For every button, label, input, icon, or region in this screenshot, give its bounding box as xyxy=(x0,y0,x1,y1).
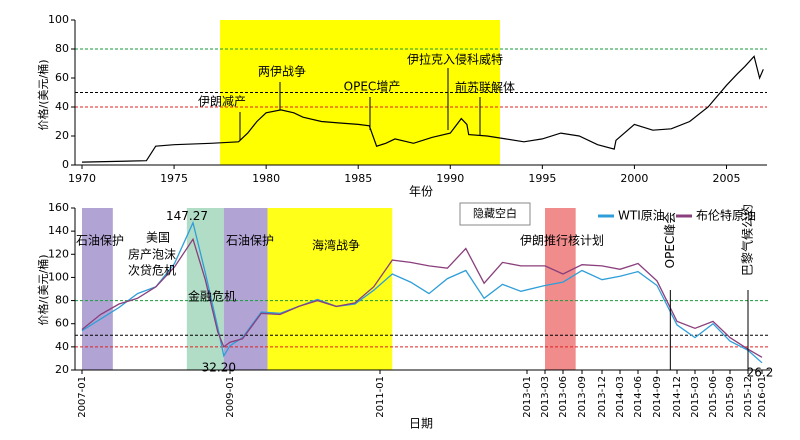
event-band xyxy=(82,208,113,370)
data-label: 147.27 xyxy=(166,209,208,223)
band-label: 海湾战争 xyxy=(312,238,360,253)
annotation: 伊拉克入侵科威特 xyxy=(407,52,503,67)
x-tick-label: 1985 xyxy=(344,172,372,185)
y-tick-label: 20 xyxy=(55,129,69,142)
annotation: 伊朗减产 xyxy=(198,95,246,109)
y-tick-label: 100 xyxy=(48,13,69,26)
legend-label: 布伦特原油 xyxy=(696,208,756,223)
event-label: OPEC峰会 xyxy=(663,212,677,269)
x-tick-label: 2014-03 xyxy=(615,376,626,418)
x-tick-label: 1980 xyxy=(252,172,280,185)
x-tick-label: 2014-09 xyxy=(652,376,663,418)
annotation: OPEC增产 xyxy=(344,80,401,94)
annotation: 两伊战争 xyxy=(258,65,306,79)
event-band xyxy=(223,208,268,370)
x-tick-label: 2011-01 xyxy=(375,376,386,418)
y-tick-label: 60 xyxy=(55,71,69,84)
x-tick-label: 2013-12 xyxy=(597,376,608,418)
x-tick-label: 2015-12 xyxy=(743,376,754,418)
x-axis-title: 年份 xyxy=(409,185,433,199)
y-tick-label: 40 xyxy=(55,100,69,113)
y-tick-label: 0 xyxy=(62,158,69,171)
band-label: 石油保护 xyxy=(76,234,124,248)
y-tick-label: 120 xyxy=(48,247,69,260)
y-tick-label: 40 xyxy=(55,340,69,353)
x-tick-label: 1970 xyxy=(68,172,96,185)
price-line xyxy=(81,237,763,358)
x-tick-label: 2013-06 xyxy=(558,376,569,418)
y-tick-label: 80 xyxy=(55,42,69,55)
x-axis-title: 日期 xyxy=(409,417,433,431)
data-label: 32.20 xyxy=(202,360,236,374)
x-tick-label: 2007-01 xyxy=(77,376,88,418)
band-label: 石油保护 xyxy=(226,234,274,248)
price-line xyxy=(81,55,764,163)
y-tick-label: 140 xyxy=(48,224,69,237)
x-tick-label: 2014-12 xyxy=(672,376,683,418)
event-band xyxy=(267,208,393,370)
x-tick-label: 2015-03 xyxy=(690,376,701,418)
annotation: 美国 xyxy=(146,231,170,245)
y-axis-title: 价格/(美元/桶) xyxy=(36,255,50,326)
x-tick-label: 1995 xyxy=(528,172,556,185)
x-tick-label: 2014-06 xyxy=(633,376,644,418)
data-label: 26.2 xyxy=(747,365,774,379)
band-label: 伊朗推行核计划 xyxy=(520,234,604,248)
y-tick-label: 100 xyxy=(48,270,69,283)
x-tick-label: 1990 xyxy=(436,172,464,185)
event-band xyxy=(545,208,576,370)
x-tick-label: 2000 xyxy=(620,172,648,185)
price-line xyxy=(81,220,763,364)
x-tick-label: 2015-09 xyxy=(725,376,736,418)
hide-blank-button[interactable] xyxy=(459,202,531,226)
x-tick-label: 2013-01 xyxy=(522,376,533,418)
event-label: 巴黎气候公约 xyxy=(740,204,755,276)
x-tick-label: 2005 xyxy=(712,172,740,185)
y-axis-title: 价格/(美元/桶) xyxy=(36,60,50,131)
x-tick-label: 2009-01 xyxy=(225,376,236,418)
x-tick-label: 2016-01 xyxy=(757,376,768,418)
hide-blank-label[interactable]: 隐藏空白 xyxy=(473,206,517,220)
x-tick-label: 2015-06 xyxy=(708,376,719,418)
x-tick-label: 1975 xyxy=(160,172,188,185)
event-band xyxy=(186,208,224,370)
y-tick-label: 160 xyxy=(48,201,69,214)
annotation: 次贷危机 xyxy=(128,264,176,278)
annotation: 前苏联解体 xyxy=(455,80,515,95)
annotation: 房产泡沫 xyxy=(128,247,176,262)
x-tick-label: 2013-03 xyxy=(540,376,551,418)
y-tick-label: 80 xyxy=(55,294,69,307)
y-tick-label: 60 xyxy=(55,317,69,330)
y-tick-label: 20 xyxy=(55,363,69,376)
x-tick-label: 2013-09 xyxy=(577,376,588,418)
band-label: 金融危机 xyxy=(188,289,236,304)
legend-label: WTI原油 xyxy=(618,209,665,223)
